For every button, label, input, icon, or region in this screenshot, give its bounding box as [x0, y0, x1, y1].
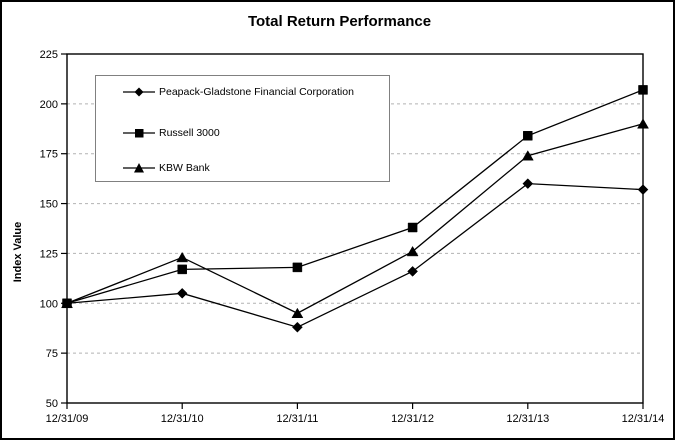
data-point-s1-5 [638, 85, 648, 95]
y-tick-label-175: 175 [40, 149, 58, 161]
legend-label: KBW Bank [159, 162, 210, 174]
y-tick-label-100: 100 [40, 298, 58, 310]
x-tick-label-0: 12/31/09 [46, 413, 89, 425]
y-tick-label-50: 50 [46, 398, 58, 410]
legend-label: Russell 3000 [159, 127, 220, 139]
legend-entry-russell-3000: Russell 3000 [123, 127, 220, 139]
data-point-s1-4 [523, 131, 533, 141]
legend-entry-peapack: Peapack-Gladstone Financial Corporation [123, 86, 354, 98]
data-point-s2-4 [521, 150, 534, 161]
series-line-1 [66, 89, 644, 304]
data-point-s1-3 [407, 222, 418, 233]
data-point-s2-5 [637, 118, 649, 129]
data-point-s2-1 [176, 251, 189, 263]
y-tick-label-75: 75 [46, 348, 58, 360]
plot-border [66, 53, 644, 404]
x-tick-label-3: 12/31/12 [391, 413, 434, 425]
y-tick-label-150: 150 [40, 199, 58, 211]
data-point-s1-2 [292, 262, 303, 273]
y-tick-label-125: 125 [40, 248, 58, 260]
data-point-s0-1 [176, 287, 188, 299]
x-tick-label-5: 12/31/14 [622, 413, 665, 425]
data-point-s0-2 [292, 321, 303, 333]
y-tick-label-200: 200 [40, 99, 58, 111]
data-point-s2-2 [291, 307, 304, 319]
series-line-2 [66, 123, 644, 314]
triangle-marker-icon [123, 163, 155, 173]
legend: Peapack-Gladstone Financial Corporation … [95, 75, 390, 182]
square-marker-icon [123, 129, 155, 138]
data-point-s2-3 [406, 245, 419, 257]
data-point-s0-5 [637, 184, 649, 195]
legend-label: Peapack-Gladstone Financial Corporation [159, 86, 354, 98]
x-tick-label-4: 12/31/13 [506, 413, 549, 425]
data-point-s0-3 [407, 266, 418, 277]
x-tick-label-2: 12/31/11 [276, 413, 318, 425]
x-tick-label-1: 12/31/10 [161, 413, 204, 425]
chart-title: Total Return Performance [247, 13, 432, 30]
series-line-0 [66, 182, 644, 328]
legend-entry-kbw-bank: KBW Bank [123, 162, 210, 174]
diamond-marker-icon [123, 87, 155, 97]
data-point-s0-4 [522, 178, 534, 189]
data-point-s2-0 [61, 297, 73, 309]
y-tick-label-225: 225 [40, 49, 58, 61]
data-point-s1-1 [177, 264, 187, 275]
